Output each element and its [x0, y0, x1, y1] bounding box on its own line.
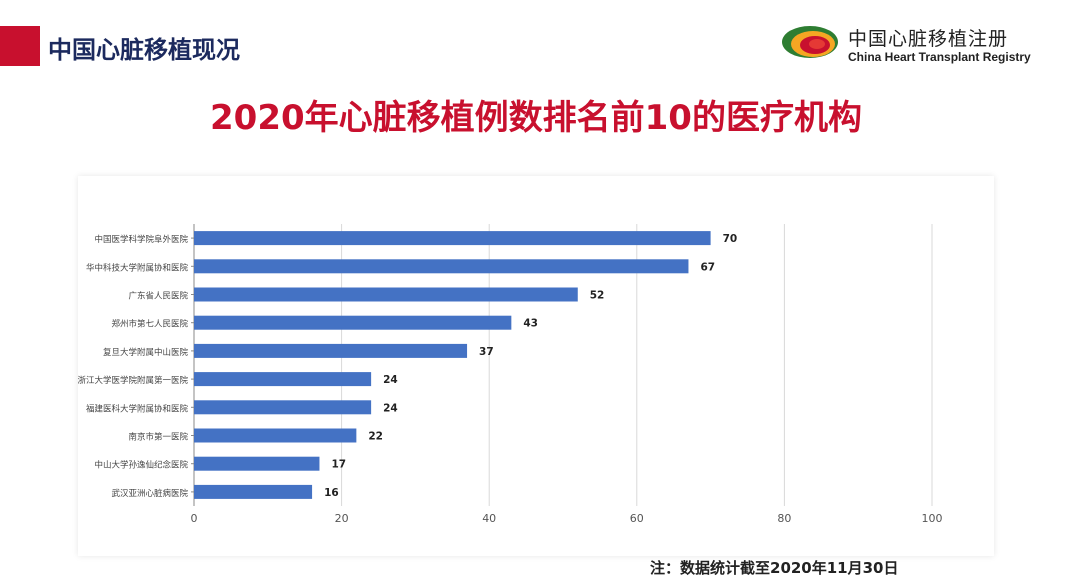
bar — [194, 372, 372, 387]
bar-chart: 0 20 40 60 80 100 中国医学科学院阜外医院 70 华中科技大学附属协和医院 67 广… — [77, 224, 943, 525]
chart-title: 2020年心脏移植例数排名前10的医疗机构 — [210, 98, 862, 138]
category-label: 复旦大学附属中山医院 — [103, 347, 189, 358]
category-label: 中国医学科学院阜外医院 — [94, 234, 188, 245]
category-label: 南京市第一医院 — [128, 432, 188, 443]
data-label: 22 — [368, 431, 383, 443]
x-tick-label: 60 — [630, 512, 644, 525]
data-label: 24 — [383, 374, 398, 386]
category-label: 福建医科大学附属协和医院 — [86, 403, 189, 414]
data-label: 37 — [479, 346, 494, 358]
bar — [194, 315, 512, 330]
data-label: 17 — [331, 459, 346, 471]
logo-english-text: China Heart Transplant Registry — [848, 50, 1031, 64]
data-label: 67 — [700, 261, 715, 273]
x-tick-label: 40 — [482, 512, 496, 525]
bar — [194, 259, 689, 274]
bar — [194, 484, 313, 499]
data-label: 24 — [383, 402, 398, 414]
bar — [194, 287, 578, 302]
data-label: 52 — [590, 290, 605, 302]
category-label: 广东省人民医院 — [128, 291, 188, 302]
x-tick-label: 80 — [777, 512, 791, 525]
category-label: 中山大学孙逸仙纪念医院 — [94, 460, 188, 471]
heart-registry-logo-icon — [782, 26, 838, 58]
data-label: 16 — [324, 487, 339, 499]
category-label: 武汉亚洲心脏病医院 — [111, 488, 188, 499]
x-tick-label: 100 — [922, 512, 943, 525]
category-label: 华中科技大学附属协和医院 — [86, 262, 189, 273]
logo-chinese-text: 中国心脏移植注册 — [848, 28, 1009, 50]
bar — [194, 428, 357, 443]
data-label: 43 — [523, 318, 538, 330]
x-tick-label: 0 — [191, 512, 198, 525]
section-title: 中国心脏移植现况 — [48, 36, 240, 64]
bar — [194, 343, 468, 358]
category-label: 郑州市第七人民医院 — [111, 319, 188, 330]
x-tick-label: 20 — [335, 512, 349, 525]
category-label: 浙江大学医学院附属第一医院 — [78, 375, 188, 386]
data-note: 注：数据统计截至2020年11月30日 — [650, 559, 899, 577]
header-accent-bar — [0, 26, 40, 66]
bar — [194, 400, 372, 415]
data-label: 70 — [723, 233, 738, 245]
bar — [194, 231, 711, 246]
bar — [194, 456, 320, 471]
chart-container: 0 20 40 60 80 100 中国医学科学院阜外医院 70 华中科技大学附属协和医院 67 广… — [77, 176, 994, 556]
